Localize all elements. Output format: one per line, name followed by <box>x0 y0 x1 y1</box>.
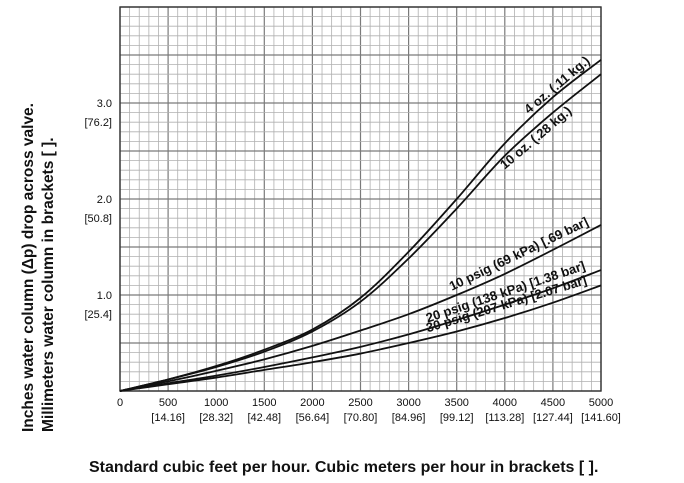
x-axis-label: Standard cubic feet per hour. Cubic mete… <box>89 459 598 476</box>
y-tick-sublabel: [76.2] <box>84 117 112 129</box>
y-axis-label-line-2: Millimeters water column in brackets [ ]… <box>40 137 57 432</box>
x-tick-sublabel: [84.96] <box>392 412 426 424</box>
plot-frame <box>119 6 602 392</box>
x-tick-sublabel: [70.80] <box>344 412 378 424</box>
x-tick-sublabel: [141.60] <box>581 412 621 424</box>
y-axis-ticks: 1.0 [25.4] 2.0 [50.8] 3.0 [76.2] <box>84 98 112 321</box>
series-curve <box>119 284 602 392</box>
x-tick-label: 3000 <box>396 397 420 409</box>
x-tick-sublabel: [127.44] <box>533 412 573 424</box>
x-tick-label: 4500 <box>541 397 565 409</box>
x-tick-label: 500 <box>159 397 177 409</box>
y-tick-label: 2.0 <box>97 194 112 206</box>
y-axis-label-line-1: Inches water column (Δp) drop across val… <box>20 103 37 432</box>
series-curve <box>119 73 602 392</box>
y-tick-label: 1.0 <box>97 290 112 302</box>
y-tick-sublabel: [50.8] <box>84 213 112 225</box>
x-tick-label: 2500 <box>348 397 372 409</box>
x-tick-sublabel: [42.48] <box>247 412 281 424</box>
x-tick-sublabel: [28.32] <box>199 412 233 424</box>
x-tick-label: 0 <box>117 397 123 409</box>
x-tick-label: 1500 <box>252 397 276 409</box>
y-tick-label: 3.0 <box>97 98 112 110</box>
x-tick-label: 1000 <box>204 397 228 409</box>
x-axis-ticks: 0 500 [14.16] 1000 [28.32] 1500 [42.48] 2000 [56… <box>117 397 621 424</box>
series-curve <box>119 224 602 392</box>
x-tick-label: 3500 <box>444 397 468 409</box>
x-tick-sublabel: [56.64] <box>296 412 330 424</box>
series-labels: 4 oz. (.11 kg.)10 oz. (.28 kg.)10 psig (… <box>424 53 593 335</box>
x-tick-sublabel: [113.28] <box>485 412 524 424</box>
x-tick-sublabel: [14.16] <box>151 412 185 424</box>
plot-border <box>119 6 602 392</box>
chart-grid <box>119 6 602 392</box>
y-tick-sublabel: [25.4] <box>84 309 112 321</box>
series-curves <box>119 59 602 392</box>
x-tick-label: 2000 <box>300 397 324 409</box>
series-curve <box>119 269 602 392</box>
x-tick-label: 4000 <box>493 397 517 409</box>
x-tick-label: 5000 <box>589 397 613 409</box>
x-tick-sublabel: [99.12] <box>440 412 474 424</box>
